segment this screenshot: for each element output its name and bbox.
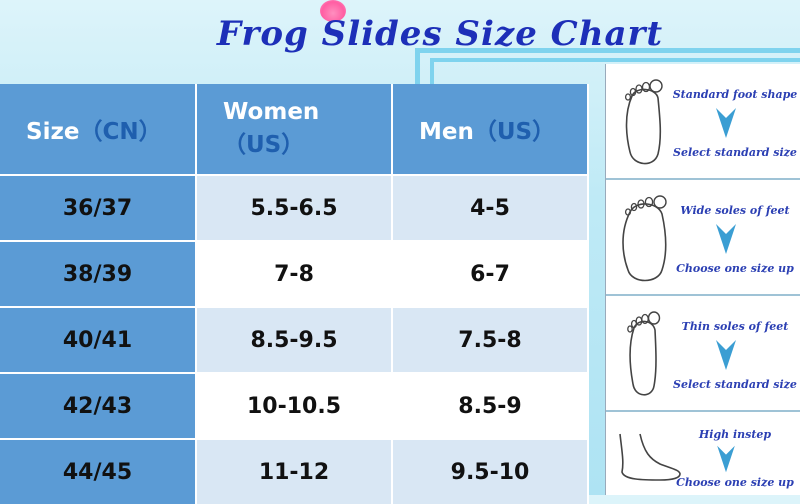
cell-size: 36/37 xyxy=(0,174,197,241)
cell-men: 6-7 xyxy=(392,240,589,307)
cell-women: 10-10.5 xyxy=(196,372,393,439)
cell-size: 40/41 xyxy=(0,306,197,373)
table-row: 44/45 11-12 9.5-10 xyxy=(0,438,589,504)
guide-instep-bottom: Choose one size up xyxy=(676,476,794,489)
down-arrow-icon xyxy=(716,108,736,138)
guide-panel-high-instep: High instep Choose one size up xyxy=(606,412,800,495)
standard-foot-icon xyxy=(624,79,663,165)
size-table: Size（CN） Women（US） Men（US） 36/37 5.5-6.5… xyxy=(0,84,589,504)
header-men: Men（US） xyxy=(392,84,589,175)
down-arrow-icon xyxy=(716,340,736,370)
foot-guide: Standard foot shape Select standard size… xyxy=(605,64,800,495)
high-instep-foot-icon xyxy=(619,433,681,481)
guide-panel-wide: Wide soles of feet Choose one size up xyxy=(606,180,800,296)
guide-wide-top: Wide soles of feet xyxy=(680,204,790,217)
down-arrow-icon xyxy=(716,224,736,254)
table-header-row: Size（CN） Women（US） Men（US） xyxy=(0,84,589,175)
cell-size: 38/39 xyxy=(0,240,197,307)
table-row: 38/39 7-8 6-7 xyxy=(0,240,589,307)
cell-women: 11-12 xyxy=(196,438,393,504)
table-row: 36/37 5.5-6.5 4-5 xyxy=(0,174,589,241)
header-size: Size（CN） xyxy=(0,84,197,175)
cell-men: 9.5-10 xyxy=(392,438,589,504)
frame-line-left xyxy=(415,48,420,84)
chart-title: Frog Slides Size Chart xyxy=(216,14,664,54)
cell-women: 5.5-6.5 xyxy=(196,174,393,241)
wide-foot-icon xyxy=(622,195,667,282)
table-row: 42/43 10-10.5 8.5-9 xyxy=(0,372,589,439)
cell-men: 4-5 xyxy=(392,174,589,241)
guide-instep-top: High instep xyxy=(698,428,772,441)
guide-standard-top: Standard foot shape xyxy=(672,88,798,101)
down-arrow-icon xyxy=(717,445,735,473)
header-women: Women（US） xyxy=(196,84,393,175)
frame-line-left-2 xyxy=(430,58,434,84)
cell-size: 44/45 xyxy=(0,438,197,504)
cell-size: 42/43 xyxy=(0,372,197,439)
guide-panel-thin: Thin soles of feet Select standard size xyxy=(606,296,800,412)
guide-thin-top: Thin soles of feet xyxy=(681,320,789,333)
guide-standard-bottom: Select standard size xyxy=(673,146,797,159)
table-row: 40/41 8.5-9.5 7.5-8 xyxy=(0,306,589,373)
guide-panel-standard: Standard foot shape Select standard size xyxy=(606,64,800,180)
guide-wide-bottom: Choose one size up xyxy=(676,262,794,275)
frame-line-top xyxy=(415,48,800,53)
cell-men: 8.5-9 xyxy=(392,372,589,439)
cell-women: 8.5-9.5 xyxy=(196,306,393,373)
frame-line-top-2 xyxy=(430,58,800,62)
cell-women: 7-8 xyxy=(196,240,393,307)
flower-decoration xyxy=(320,0,346,22)
guide-thin-bottom: Select standard size xyxy=(673,378,797,391)
thin-foot-icon xyxy=(627,311,661,396)
cell-men: 7.5-8 xyxy=(392,306,589,373)
